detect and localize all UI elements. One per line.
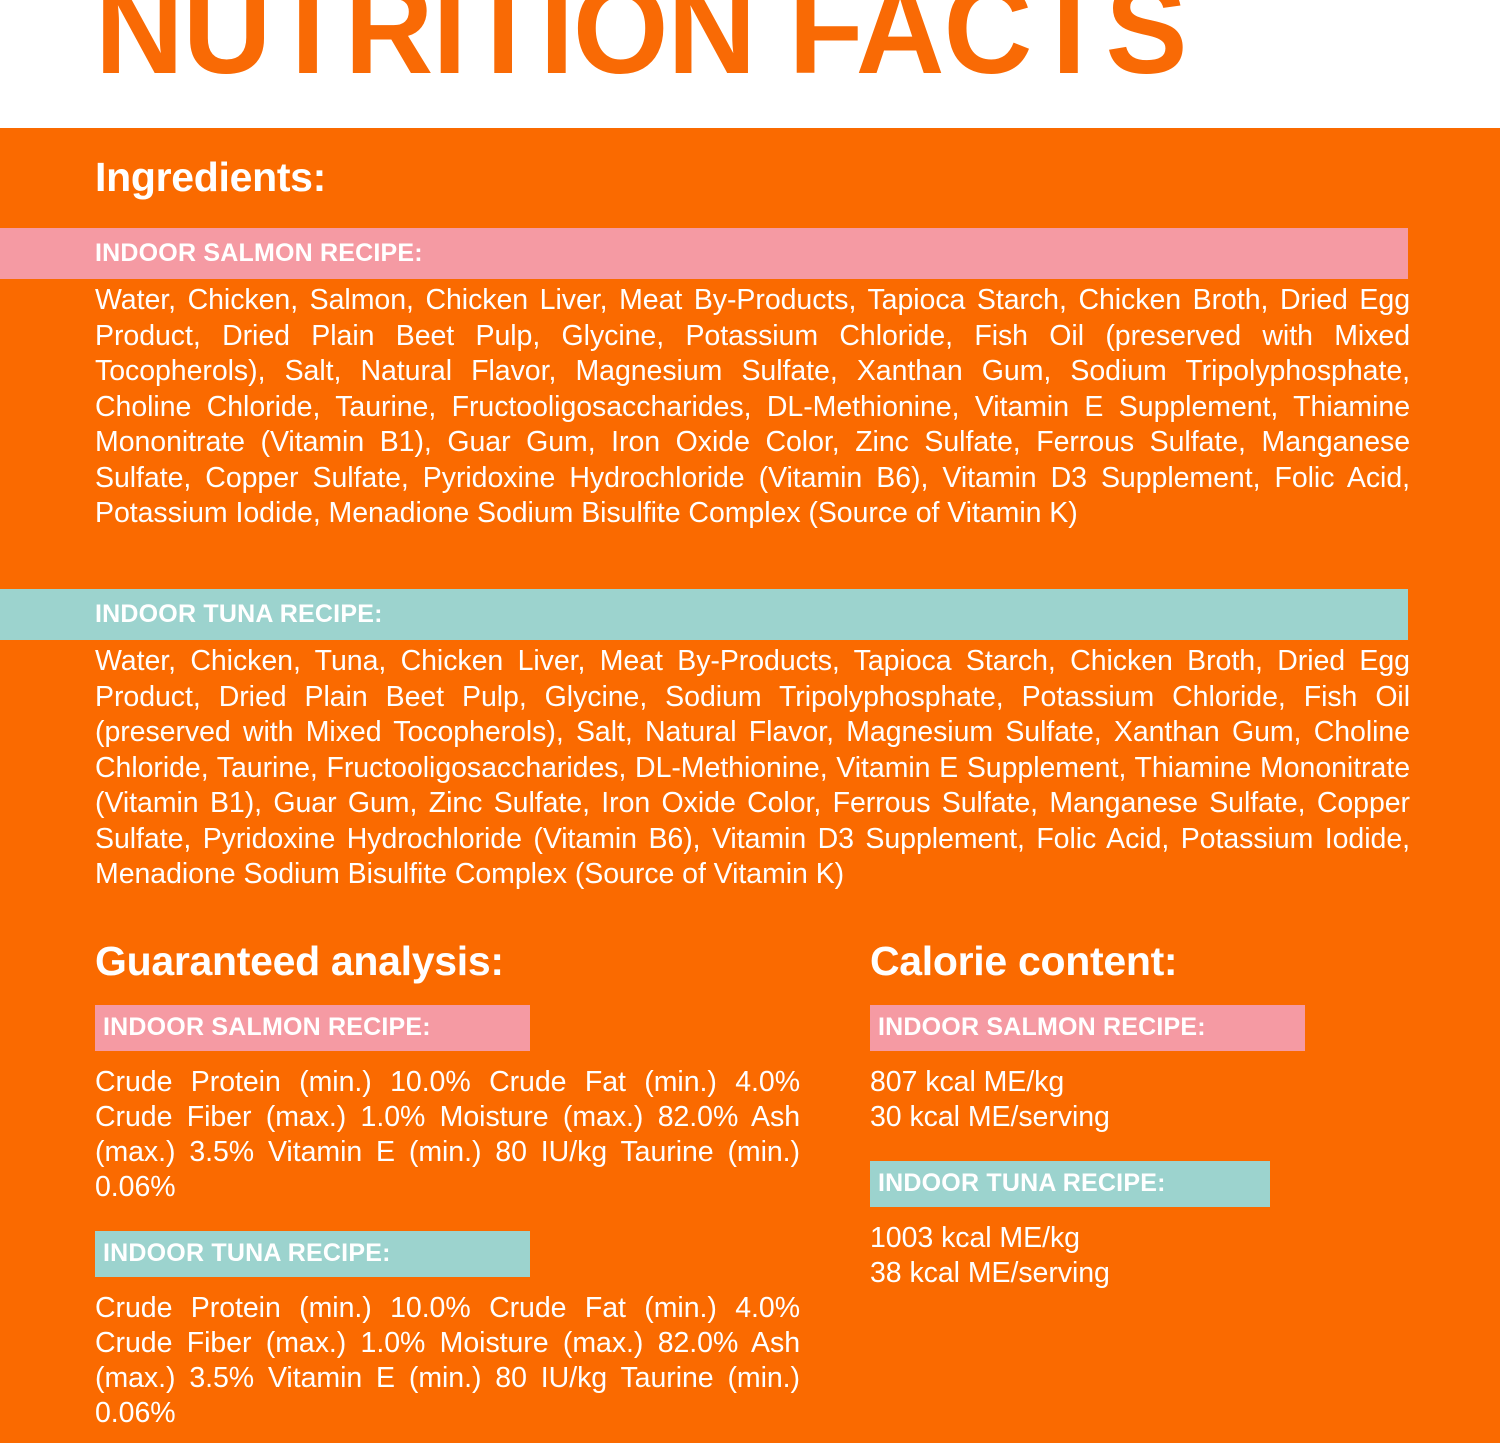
- calorie-band-salmon: INDOOR SALMON RECIPE:: [870, 1005, 1305, 1052]
- ingredients-heading: Ingredients:: [95, 154, 327, 200]
- calorie-text-salmon: 807 kcal ME/kg 30 kcal ME/serving: [870, 1066, 1110, 1134]
- calorie-band-salmon-label: INDOOR SALMON RECIPE:: [878, 1013, 1206, 1042]
- calorie-text-tuna: 1003 kcal ME/kg 38 kcal ME/serving: [870, 1222, 1110, 1290]
- ga-band-salmon-label: INDOOR SALMON RECIPE:: [103, 1013, 431, 1042]
- ingredients-band-tuna: INDOOR TUNA RECIPE:: [0, 589, 1408, 640]
- ingredients-band-tuna-label: INDOOR TUNA RECIPE:: [95, 600, 383, 628]
- page-title: NUTRITION FACTS: [95, 0, 1187, 101]
- calorie-band-tuna-label: INDOOR TUNA RECIPE:: [878, 1169, 1166, 1198]
- header-band: NUTRITION FACTS: [0, 0, 1500, 128]
- ga-band-salmon: INDOOR SALMON RECIPE:: [95, 1005, 530, 1052]
- calorie-content-column: Calorie content: INDOOR SALMON RECIPE: 8…: [870, 938, 1430, 1291]
- ga-text-tuna: Crude Protein (min.) 10.0% Crude Fat (mi…: [95, 1292, 800, 1430]
- ga-band-tuna: INDOOR TUNA RECIPE:: [95, 1231, 530, 1278]
- ga-text-salmon: Crude Protein (min.) 10.0% Crude Fat (mi…: [95, 1066, 800, 1204]
- ingredients-text-tuna: Water, Chicken, Tuna, Chicken Liver, Mea…: [95, 645, 1410, 890]
- ingredients-band-salmon-label: INDOOR SALMON RECIPE:: [95, 239, 423, 267]
- label-body: Ingredients: INDOOR SALMON RECIPE: Water…: [0, 128, 1500, 1443]
- guaranteed-analysis-column: Guaranteed analysis: INDOOR SALMON RECIP…: [95, 938, 855, 1431]
- calorie-content-heading: Calorie content:: [870, 938, 1178, 984]
- calorie-band-tuna: INDOOR TUNA RECIPE:: [870, 1161, 1270, 1208]
- ingredients-band-salmon: INDOOR SALMON RECIPE:: [0, 228, 1408, 279]
- ingredients-text-salmon: Water, Chicken, Salmon, Chicken Liver, M…: [95, 284, 1410, 529]
- ga-band-tuna-label: INDOOR TUNA RECIPE:: [103, 1239, 391, 1268]
- guaranteed-analysis-heading: Guaranteed analysis:: [95, 938, 504, 984]
